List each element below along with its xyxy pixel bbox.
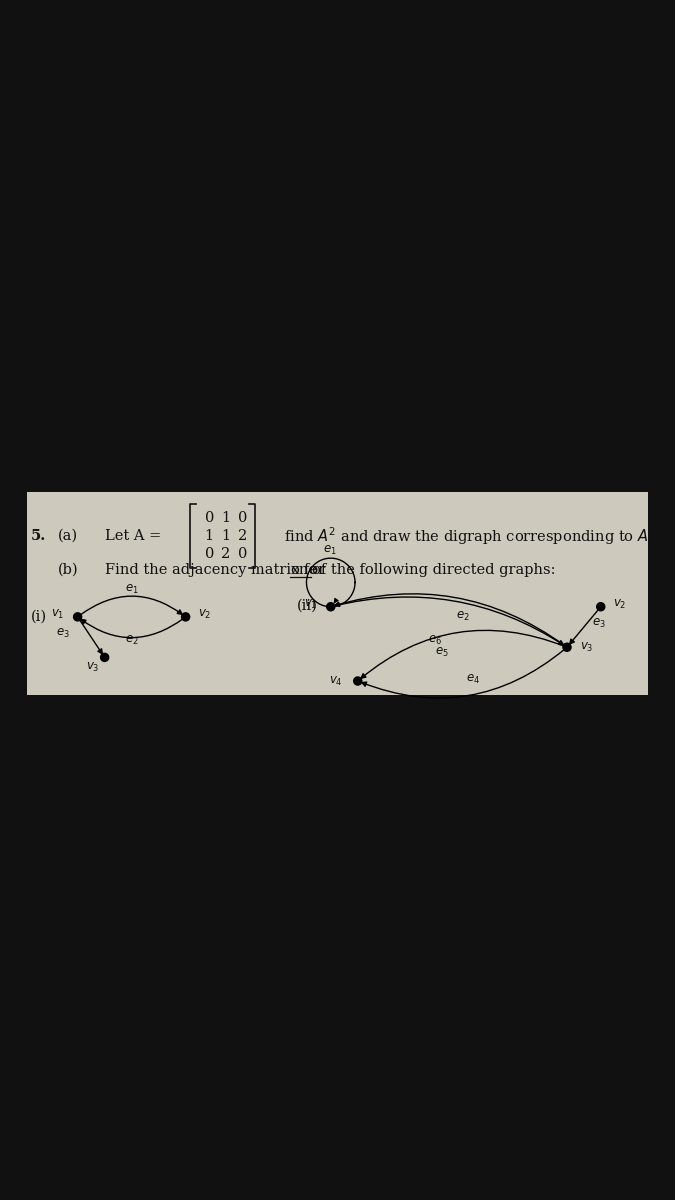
Text: of the following directed graphs:: of the following directed graphs:: [312, 563, 556, 577]
Circle shape: [354, 677, 362, 685]
Text: one: one: [290, 563, 317, 577]
Text: $e_3$: $e_3$: [592, 617, 605, 630]
Text: $v_3$: $v_3$: [580, 641, 594, 654]
Circle shape: [563, 643, 571, 652]
Text: $e_2$: $e_2$: [125, 634, 138, 647]
Text: $v_4$: $v_4$: [329, 674, 343, 688]
Text: $e_2$: $e_2$: [456, 611, 469, 624]
Text: (i): (i): [30, 610, 47, 624]
Text: $e_4$: $e_4$: [466, 672, 479, 685]
Text: 0: 0: [205, 511, 214, 524]
Text: $v_1$: $v_1$: [304, 598, 317, 611]
Text: 1: 1: [221, 511, 231, 524]
Text: $e_1$: $e_1$: [125, 583, 138, 596]
Text: 5.: 5.: [30, 529, 46, 542]
Circle shape: [74, 613, 82, 620]
Text: 0: 0: [238, 547, 248, 562]
Text: $e_3$: $e_3$: [56, 628, 70, 641]
Text: $v_3$: $v_3$: [86, 661, 99, 674]
Text: (b): (b): [57, 563, 78, 577]
Text: (ii): (ii): [297, 599, 318, 612]
Text: 2: 2: [221, 547, 231, 562]
Text: $e_6$: $e_6$: [429, 634, 442, 647]
Circle shape: [597, 602, 605, 611]
Text: 2: 2: [238, 529, 248, 542]
Text: 0: 0: [238, 511, 248, 524]
Text: 0: 0: [205, 547, 214, 562]
Text: 1: 1: [221, 529, 231, 542]
Text: Let A =: Let A =: [105, 529, 161, 542]
Text: Find the adjacency matrix for: Find the adjacency matrix for: [105, 563, 325, 577]
Text: $v_2$: $v_2$: [613, 598, 626, 611]
Text: 1: 1: [205, 529, 214, 542]
Circle shape: [327, 602, 335, 611]
Text: $v_2$: $v_2$: [198, 607, 211, 620]
FancyBboxPatch shape: [27, 492, 648, 695]
Circle shape: [182, 613, 190, 620]
Text: $e_1$: $e_1$: [323, 544, 336, 557]
Circle shape: [101, 653, 109, 661]
Text: $e_5$: $e_5$: [435, 646, 449, 659]
Text: (a): (a): [57, 529, 78, 542]
Text: $v_1$: $v_1$: [51, 607, 64, 620]
Text: find $A^2$ and draw the digraph corresponding to $A^2$.: find $A^2$ and draw the digraph correspo…: [284, 526, 660, 547]
